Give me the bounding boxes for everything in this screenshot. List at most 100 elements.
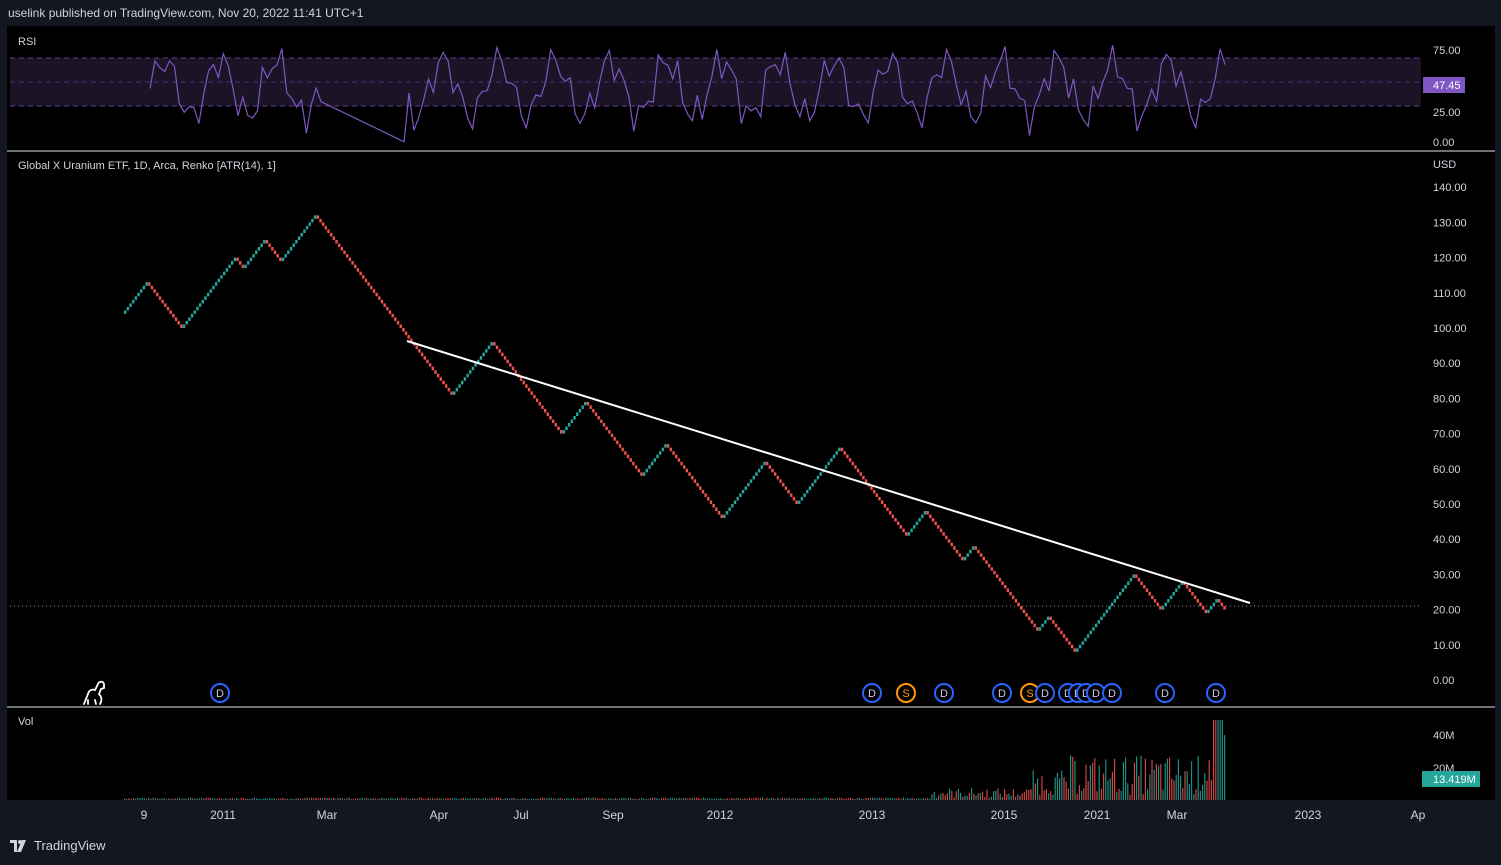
renko-brick [239,261,242,265]
volume-bar [1056,772,1058,800]
dividend-marker[interactable]: D [862,683,882,703]
volume-bar [968,792,970,800]
renko-brick [963,556,967,561]
volume-bar [979,792,981,800]
renko-brick [1065,637,1068,642]
renko-brick [1060,630,1063,635]
footer-brand[interactable]: TradingView [10,838,106,853]
volume-bar [269,798,271,800]
volume-bar [737,797,739,800]
time-tick: 2021 [1084,808,1111,822]
renko-brick [1148,592,1151,596]
renko-brick [132,299,135,304]
renko-brick [629,458,632,462]
volume-bar [733,798,735,800]
renko-brick [1159,606,1162,610]
volume-bar [396,797,398,800]
renko-brick [535,398,539,402]
renko-brick [172,313,175,318]
renko-brick [415,345,418,350]
dividend-marker[interactable]: D [210,683,230,703]
volume-bar [130,798,132,800]
renko-brick [1215,599,1218,603]
volume-bar [165,798,167,800]
volume-bar [128,798,130,800]
volume-bar [605,798,607,800]
renko-brick [436,373,440,378]
volume-bar [242,798,244,800]
volume-bar [810,798,812,800]
renko-brick [683,465,686,469]
renko-brick [592,408,595,413]
renko-brick [150,285,154,290]
dividend-marker[interactable]: D [992,683,1012,703]
volume-bar [874,797,876,800]
renko-brick [426,359,429,364]
marker-label: D [1108,688,1116,700]
volume-bar [678,797,680,800]
volume-bar [229,798,231,800]
renko-brick [554,423,558,427]
renko-brick [926,511,929,515]
renko-brick [337,243,341,248]
renko-brick [739,493,742,497]
dividend-marker[interactable]: D [934,683,954,703]
marker-label: D [868,688,876,700]
renko-brick [677,458,681,462]
renko-brick [562,430,566,434]
volume-bar [638,798,640,800]
volume-bar [1133,762,1135,800]
renko-brick [1121,588,1125,592]
renko-brick [410,338,413,343]
volume-bar [500,798,502,800]
renko-brick [781,482,785,487]
volume-bar [544,798,546,800]
volume-bar [896,798,898,800]
volume-bar [185,798,187,800]
volume-bar [698,798,700,800]
dividend-marker[interactable]: D [1035,683,1055,703]
volume-bar [790,798,792,800]
volume-bar [214,798,216,800]
volume-bar [744,798,746,800]
volume-bar [124,798,126,800]
renko-brick [891,514,895,519]
renko-brick [1140,581,1143,585]
volume-bar [784,798,786,800]
volume-bar [282,797,284,800]
renko-brick [696,482,699,487]
volume-bar [709,798,711,800]
dividend-marker[interactable]: D [1155,683,1175,703]
volume-bar [539,798,541,800]
volume-bar [141,798,143,800]
split-marker[interactable]: S [896,683,916,703]
renko-brick [364,278,368,283]
volume-bar [135,798,137,800]
volume-bar [817,798,819,800]
renko-brick [995,574,999,578]
volume-bar [1076,793,1078,800]
price-tick: 130.00 [1433,217,1467,229]
renko-brick [503,356,507,360]
volume-bar [751,798,753,800]
rsi-value-label: 47.45 [1433,80,1461,92]
renko-brick [768,465,772,469]
volume-bar [410,798,412,800]
volume-bar [583,797,585,800]
renko-brick [950,542,953,547]
renko-brick [1102,613,1106,617]
renko-brick [987,563,991,568]
dividend-marker[interactable]: D [1102,683,1122,703]
volume-bar [423,798,425,800]
renko-brick [1207,609,1210,614]
volume-bar [1136,756,1138,800]
trendline[interactable] [406,340,1251,604]
volume-bar [278,798,280,800]
volume-bar [273,798,275,800]
vol-tick-40m: 40M [1433,730,1454,742]
volume-bar [1048,793,1050,800]
renko-brick [1001,581,1004,585]
dividend-marker[interactable]: D [1206,683,1226,703]
volume-bar [579,799,581,800]
renko-brick [993,570,996,575]
